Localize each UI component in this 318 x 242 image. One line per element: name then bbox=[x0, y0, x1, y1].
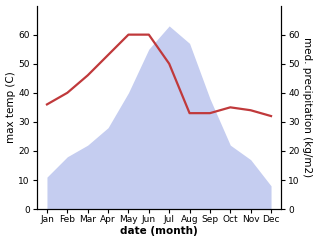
Y-axis label: med. precipitation (kg/m2): med. precipitation (kg/m2) bbox=[302, 37, 313, 177]
Y-axis label: max temp (C): max temp (C) bbox=[5, 71, 16, 143]
X-axis label: date (month): date (month) bbox=[120, 227, 198, 236]
